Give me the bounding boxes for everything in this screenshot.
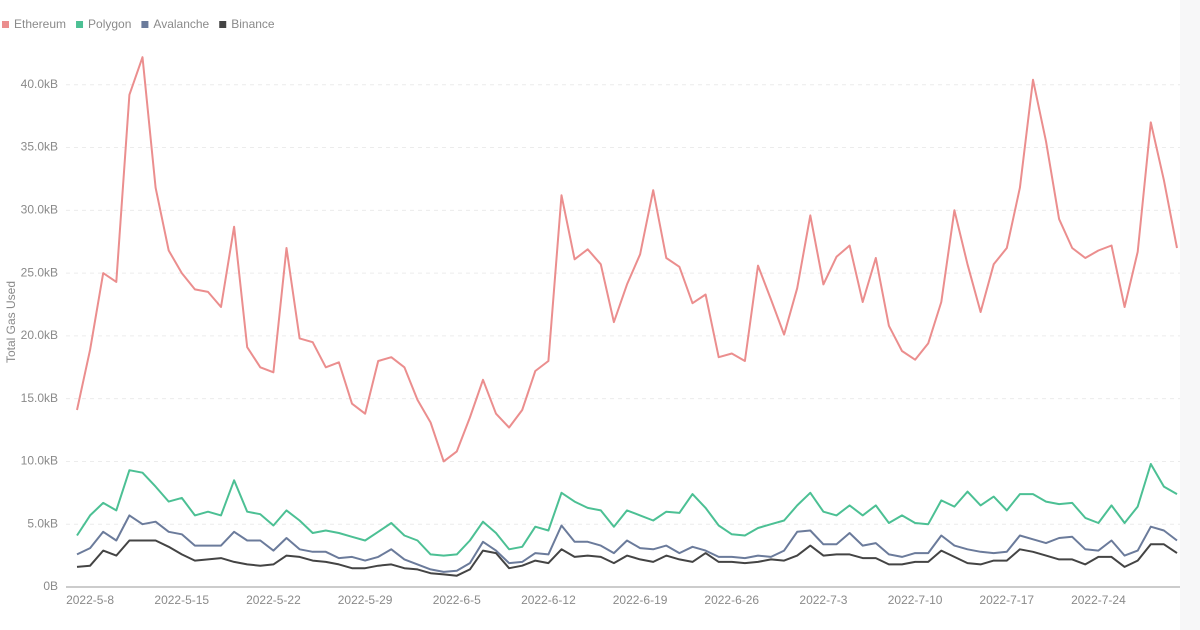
legend-label: Avalanche <box>153 17 209 31</box>
scrollbar-strip <box>1180 0 1200 630</box>
legend-label: Binance <box>231 17 275 31</box>
legend-swatch <box>2 21 9 28</box>
x-tick-label: 2022-6-12 <box>521 593 576 607</box>
y-tick-label: 15.0kB <box>21 391 58 405</box>
x-tick-label: 2022-7-17 <box>979 593 1034 607</box>
x-tick-label: 2022-7-3 <box>799 593 847 607</box>
y-tick-label: 5.0kB <box>27 516 58 530</box>
x-tick-label: 2022-7-24 <box>1071 593 1126 607</box>
x-tick-label: 2022-6-19 <box>613 593 668 607</box>
series-line <box>76 56 1178 463</box>
x-tick-label: 2022-7-10 <box>888 593 943 607</box>
y-tick-label: 35.0kB <box>21 140 58 154</box>
y-tick-label: 0B <box>43 579 58 593</box>
y-tick-label: 10.0kB <box>21 454 58 468</box>
legend-label: Polygon <box>88 17 131 31</box>
x-tick-label: 2022-6-26 <box>704 593 759 607</box>
y-tick-label: 20.0kB <box>21 328 58 342</box>
series-line <box>76 463 1178 557</box>
series-line <box>76 539 1178 577</box>
legend-label: Ethereum <box>14 17 66 31</box>
legend-swatch <box>219 21 227 28</box>
x-tick-label: 2022-5-22 <box>246 593 301 607</box>
legend-swatch <box>141 21 149 28</box>
y-tick-label: 30.0kB <box>21 203 58 217</box>
y-tick-label: 40.0kB <box>21 77 58 91</box>
x-tick-label: 2022-5-15 <box>154 593 209 607</box>
x-tick-label: 2022-5-8 <box>66 593 114 607</box>
y-axis-label: Total Gas Used <box>4 281 18 363</box>
series-line <box>76 514 1178 573</box>
y-tick-label: 25.0kB <box>21 265 58 279</box>
x-tick-label: 2022-6-5 <box>433 593 481 607</box>
legend-swatch <box>76 21 84 28</box>
x-tick-label: 2022-5-29 <box>338 593 393 607</box>
